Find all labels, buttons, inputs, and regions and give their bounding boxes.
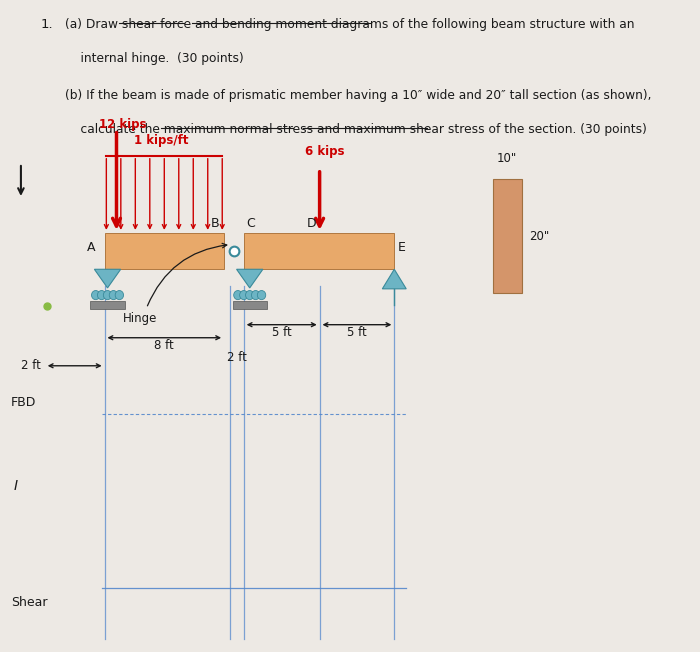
Circle shape xyxy=(258,291,266,300)
Circle shape xyxy=(104,291,112,300)
Text: 12 kips: 12 kips xyxy=(99,118,146,131)
Circle shape xyxy=(246,291,254,300)
Circle shape xyxy=(109,291,118,300)
Bar xyxy=(232,301,267,310)
Text: 2 ft: 2 ft xyxy=(227,351,247,364)
Circle shape xyxy=(251,291,260,300)
Text: (a) Draw shear force and bending moment diagrams of the following beam structure: (a) Draw shear force and bending moment … xyxy=(64,18,634,31)
Polygon shape xyxy=(237,269,263,288)
Bar xyxy=(90,301,125,310)
Text: 1.: 1. xyxy=(41,18,53,31)
Text: D: D xyxy=(307,216,316,230)
Text: I: I xyxy=(13,479,18,493)
Bar xyxy=(104,233,224,269)
Bar xyxy=(493,179,522,293)
Text: B: B xyxy=(211,216,219,230)
Text: C: C xyxy=(246,216,256,230)
Polygon shape xyxy=(94,269,120,288)
Text: 10": 10" xyxy=(497,152,517,165)
Text: 20": 20" xyxy=(528,230,549,243)
Circle shape xyxy=(97,291,106,300)
Text: 6 kips: 6 kips xyxy=(304,145,344,158)
Circle shape xyxy=(92,291,100,300)
Circle shape xyxy=(239,291,248,300)
Text: Hinge: Hinge xyxy=(122,312,157,325)
Text: 5 ft: 5 ft xyxy=(347,327,367,340)
Text: calculate the maximum normal stress and maximum shear stress of the section. (30: calculate the maximum normal stress and … xyxy=(64,123,646,136)
Text: 5 ft: 5 ft xyxy=(272,327,292,340)
Text: E: E xyxy=(398,241,405,254)
Text: 2 ft: 2 ft xyxy=(21,359,41,372)
Text: (b) If the beam is made of prismatic member having a 10″ wide and 20″ tall secti: (b) If the beam is made of prismatic mem… xyxy=(64,89,651,102)
Text: Shear: Shear xyxy=(10,596,48,609)
Polygon shape xyxy=(382,269,406,289)
Text: A: A xyxy=(87,241,96,254)
Circle shape xyxy=(234,291,242,300)
Text: internal hinge.  (30 points): internal hinge. (30 points) xyxy=(64,52,244,65)
Text: FBD: FBD xyxy=(10,396,36,409)
Circle shape xyxy=(116,291,123,300)
Bar xyxy=(244,233,394,269)
Text: 1 kips/ft: 1 kips/ft xyxy=(134,134,189,147)
Text: 8 ft: 8 ft xyxy=(155,340,174,353)
